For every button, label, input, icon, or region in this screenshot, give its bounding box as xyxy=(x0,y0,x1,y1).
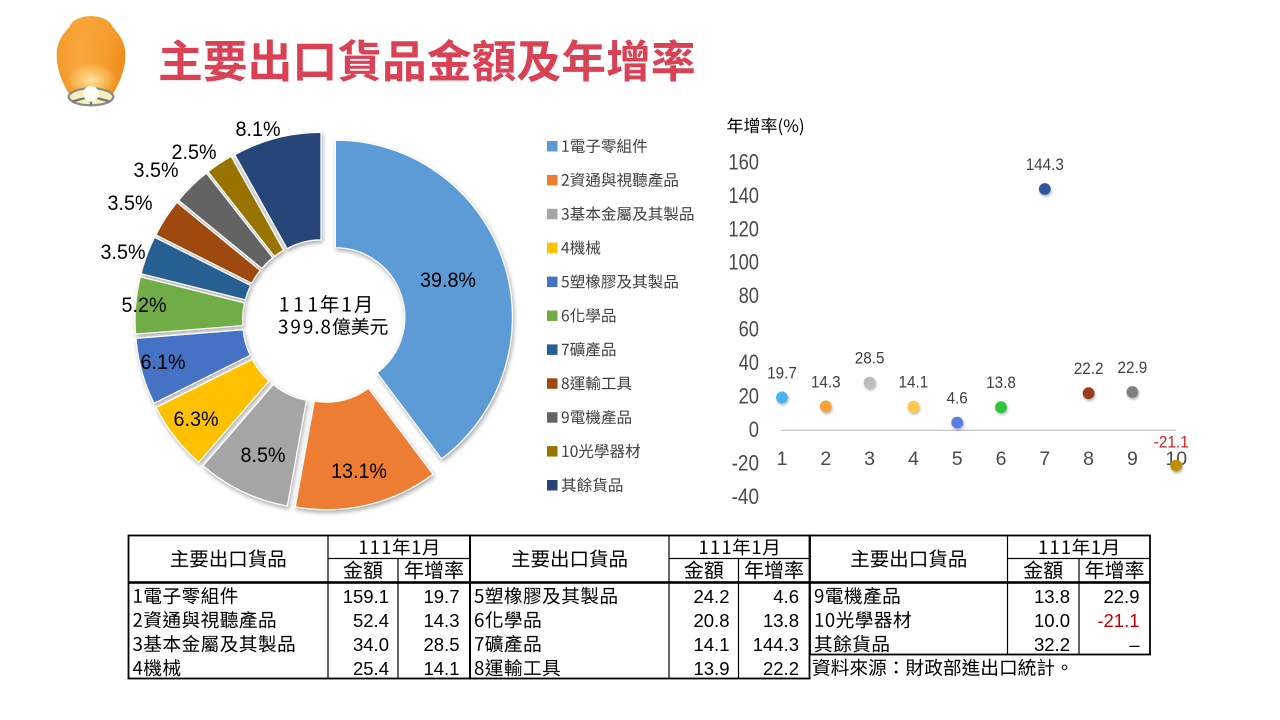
svg-text:39.8%: 39.8% xyxy=(420,268,476,292)
svg-text:-20: -20 xyxy=(732,450,759,475)
svg-text:1: 1 xyxy=(777,448,788,470)
svg-text:160: 160 xyxy=(728,149,759,174)
svg-text:3.5%: 3.5% xyxy=(108,191,153,215)
svg-text:14.3: 14.3 xyxy=(811,372,841,391)
svg-text:60: 60 xyxy=(739,317,759,342)
svg-text:13.1%: 13.1% xyxy=(331,459,387,483)
svg-text:140: 140 xyxy=(728,183,759,208)
svg-text:24.2: 24.2 xyxy=(693,586,729,607)
svg-text:40: 40 xyxy=(739,350,759,375)
svg-text:6: 6 xyxy=(996,448,1007,470)
svg-text:28.5: 28.5 xyxy=(423,634,459,655)
svg-text:32.2: 32.2 xyxy=(1034,634,1070,655)
svg-text:7: 7 xyxy=(1039,448,1050,470)
svg-text:144.3: 144.3 xyxy=(753,634,799,655)
svg-text:22.9: 22.9 xyxy=(1118,358,1148,377)
svg-text:22.2: 22.2 xyxy=(1074,359,1104,378)
svg-text:52.4: 52.4 xyxy=(353,610,389,631)
svg-text:4.6: 4.6 xyxy=(773,586,799,607)
svg-text:19.7: 19.7 xyxy=(767,363,797,382)
svg-text:13.8: 13.8 xyxy=(986,373,1016,392)
svg-text:6.3%: 6.3% xyxy=(174,407,219,431)
svg-text:5.2%: 5.2% xyxy=(122,293,167,317)
svg-text:10.0: 10.0 xyxy=(1034,610,1070,631)
svg-text:100: 100 xyxy=(728,250,759,275)
svg-text:-21.1: -21.1 xyxy=(1154,433,1189,452)
svg-text:2.5%: 2.5% xyxy=(172,140,217,164)
svg-text:120: 120 xyxy=(728,216,759,241)
svg-text:2: 2 xyxy=(820,448,831,470)
svg-text:14.3: 14.3 xyxy=(423,610,459,631)
svg-text:13.9: 13.9 xyxy=(693,658,729,679)
svg-text:25.4: 25.4 xyxy=(353,658,389,679)
svg-text:3.5%: 3.5% xyxy=(101,240,146,264)
svg-text:6.1%: 6.1% xyxy=(141,350,186,374)
svg-text:–: – xyxy=(1129,634,1140,655)
svg-text:4: 4 xyxy=(908,448,919,470)
svg-text:14.1: 14.1 xyxy=(899,373,929,392)
svg-text:0: 0 xyxy=(749,417,759,442)
svg-text:14.1: 14.1 xyxy=(693,634,729,655)
svg-text:8.1%: 8.1% xyxy=(236,117,281,141)
svg-text:3: 3 xyxy=(864,448,875,470)
svg-text:80: 80 xyxy=(739,283,759,308)
svg-text:20.8: 20.8 xyxy=(693,610,729,631)
svg-text:8: 8 xyxy=(1083,448,1094,470)
svg-text:34.0: 34.0 xyxy=(353,634,389,655)
svg-text:5: 5 xyxy=(952,448,963,470)
svg-text:14.1: 14.1 xyxy=(423,658,459,679)
svg-text:20: 20 xyxy=(739,384,759,409)
svg-text:19.7: 19.7 xyxy=(423,586,459,607)
svg-text:22.2: 22.2 xyxy=(763,658,799,679)
svg-text:13.8: 13.8 xyxy=(763,610,799,631)
svg-text:3.5%: 3.5% xyxy=(134,158,179,182)
svg-text:13.8: 13.8 xyxy=(1034,586,1070,607)
svg-text:9: 9 xyxy=(1127,448,1138,470)
svg-text:159.1: 159.1 xyxy=(343,586,389,607)
svg-text:4.6: 4.6 xyxy=(947,389,968,408)
svg-text:144.3: 144.3 xyxy=(1026,155,1064,174)
svg-text:-21.1: -21.1 xyxy=(1097,610,1139,631)
svg-text:28.5: 28.5 xyxy=(855,349,885,368)
svg-text:22.9: 22.9 xyxy=(1103,586,1139,607)
svg-text:8.5%: 8.5% xyxy=(241,443,286,467)
svg-text:-40: -40 xyxy=(732,484,759,509)
